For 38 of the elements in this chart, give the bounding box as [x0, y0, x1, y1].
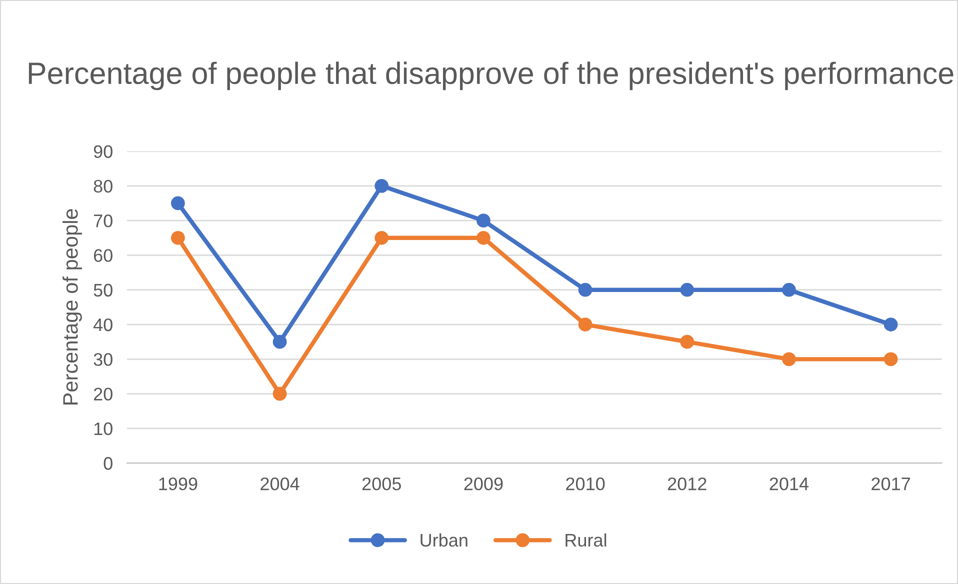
- point: [782, 352, 796, 366]
- y-tick-label: 90: [94, 145, 112, 158]
- point: [782, 282, 796, 297]
- point: [884, 352, 898, 366]
- x-tick-label: 2004: [260, 477, 300, 490]
- chart-title: Percentage of people that disapprove of the president's performance: [28, 62, 954, 90]
- y-tick-label: 10: [94, 422, 112, 436]
- point: [476, 230, 490, 245]
- point: [171, 230, 185, 245]
- x-tick-label: 2005: [362, 477, 401, 490]
- y-tick-label: 40: [93, 318, 112, 332]
- y-tick-label: 30: [94, 353, 112, 366]
- point: [272, 386, 287, 401]
- y-tick-label: 70: [94, 214, 112, 228]
- point: [578, 282, 592, 297]
- point: [578, 318, 592, 332]
- x-tick-label: 1999: [159, 477, 198, 490]
- point: [272, 334, 287, 349]
- y-tick-label: 20: [94, 388, 112, 401]
- point: [884, 318, 898, 332]
- y-tick-label: 60: [94, 249, 112, 262]
- point: [171, 196, 185, 210]
- legend-label: Rural: [566, 533, 606, 547]
- y-tick-label: 0: [104, 457, 112, 470]
- y-axis-title: Percentage of people: [62, 209, 82, 404]
- x-tick-label: 2009: [464, 477, 503, 490]
- x-tick-label: 2017: [872, 477, 910, 490]
- legend-label: Urban: [420, 533, 468, 547]
- y-tick-label: 80: [94, 180, 112, 193]
- point: [476, 214, 490, 228]
- x-tick-label: 2010: [566, 477, 605, 490]
- point: [374, 178, 389, 193]
- point: [680, 334, 694, 349]
- point: [680, 282, 694, 297]
- x-tick-label: 2014: [770, 477, 809, 490]
- x-tick-label: 2012: [668, 477, 706, 490]
- y-tick-label: 50: [94, 284, 112, 297]
- point: [374, 230, 389, 245]
